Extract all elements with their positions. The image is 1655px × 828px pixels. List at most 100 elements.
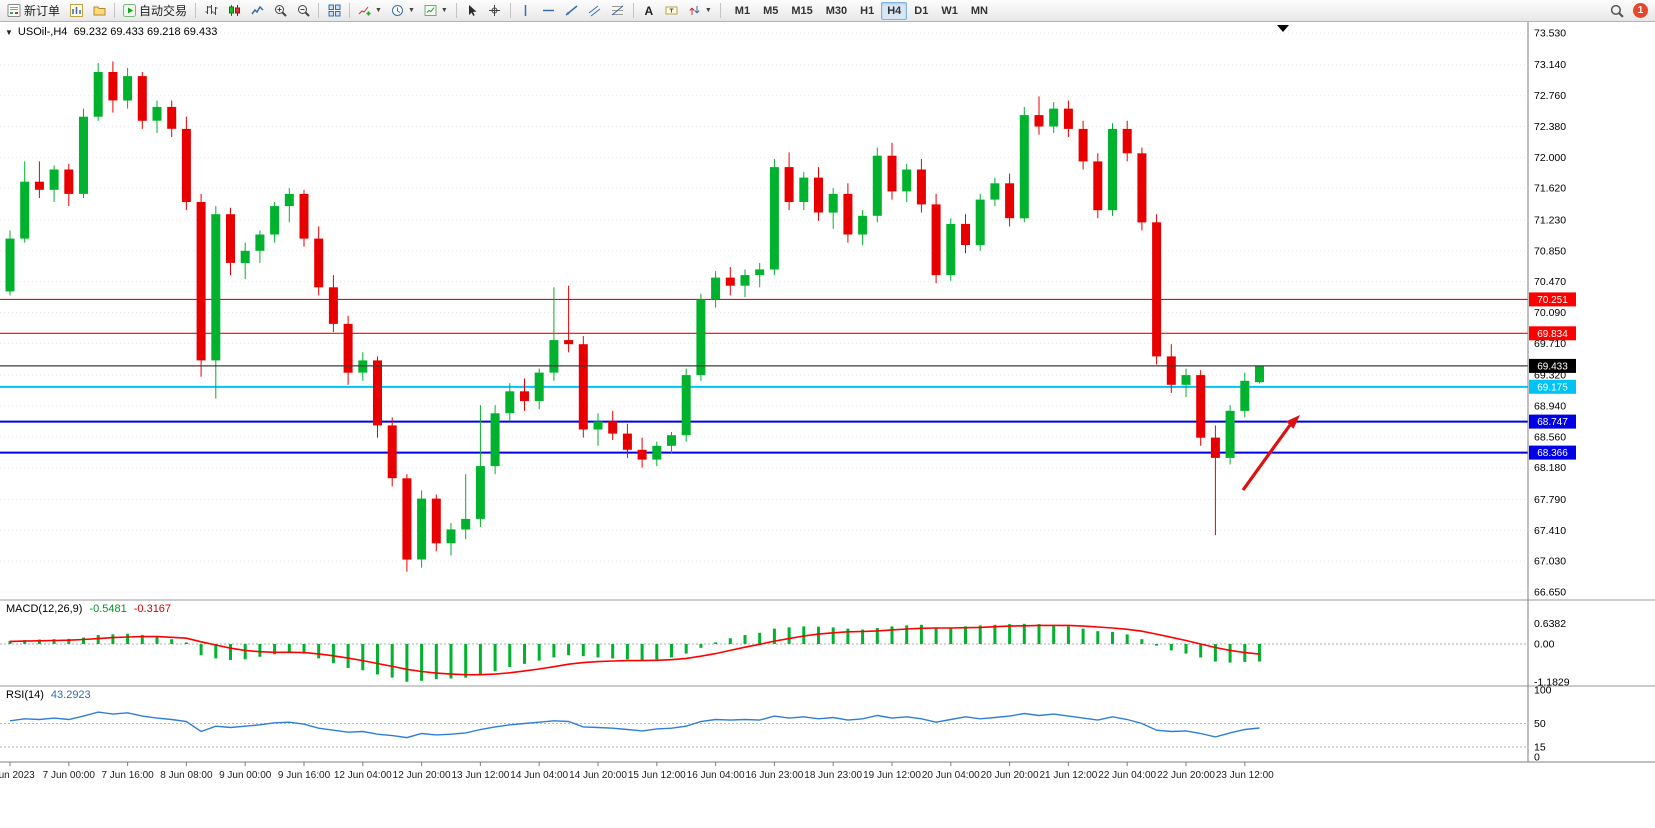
new-chart-icon [69,4,83,17]
new-order-label: 新订单 [24,4,61,18]
zoom-in-icon [274,5,287,17]
chart-window: 73.530 73.140 72.760 72.380 72.000 71.620 71.2… [0,22,1655,828]
vertical-line-button[interactable] [515,1,537,21]
svg-text:0.00: 0.00 [1534,639,1555,651]
cursor-button[interactable] [461,1,483,21]
text-tool-icon: A [644,3,654,18]
zoom-in-button[interactable] [269,1,291,21]
timeframe-button-H1[interactable]: H1 [860,4,875,17]
arrows-tool-button[interactable]: ▼ [684,1,716,21]
svg-text:6 Jun 2023: 6 Jun 2023 [0,770,35,781]
line-chart-button[interactable] [246,1,268,21]
one-click-trading-expander-icon[interactable]: ▼ [5,28,13,37]
symbol-period-label: USOil-,H4 [17,26,68,38]
trendline-button[interactable] [561,1,583,21]
text-label-button[interactable] [661,1,683,21]
timeframe-button-M15[interactable]: M15 [791,4,813,17]
svg-text:67.030: 67.030 [1534,556,1566,568]
macd-main-value: -0.5481 [89,603,127,615]
svg-text:21 Jun 12:00: 21 Jun 12:00 [1039,770,1097,781]
fibonacci-button[interactable] [607,1,629,21]
svg-text:72.380: 72.380 [1534,121,1566,133]
bar-chart-button[interactable] [200,1,222,21]
profiles-folder-icon [93,6,106,16]
channel-button[interactable] [584,1,606,21]
svg-text:0: 0 [1534,752,1540,764]
svg-text:22 Jun 04:00: 22 Jun 04:00 [1098,770,1156,781]
periods-button[interactable]: ▼ [387,1,419,21]
rsi-value: 43.2923 [50,689,91,701]
svg-text:50: 50 [1534,718,1546,730]
svg-text:12 Jun 20:00: 12 Jun 20:00 [393,770,451,781]
svg-text:23 Jun 12:00: 23 Jun 12:00 [1216,770,1274,781]
timeframe-button-M1[interactable]: M1 [734,4,751,17]
horizontal-line-icon [543,9,555,12]
new-order-button[interactable]: 新订单 [3,1,64,21]
svg-text:18 Jun 23:00: 18 Jun 23:00 [804,770,862,781]
vertical-line-icon [525,5,527,16]
svg-text:68.940: 68.940 [1534,400,1566,412]
tile-windows-icon [328,4,341,17]
fibonacci-icon [612,5,624,16]
svg-text:-1.1829: -1.1829 [1534,676,1570,688]
svg-text:16 Jun 04:00: 16 Jun 04:00 [687,770,745,781]
timeframe-button-M5[interactable]: M5 [763,4,779,17]
clock-icon [391,5,403,16]
svg-text:15 Jun 12:00: 15 Jun 12:00 [628,770,686,781]
chevron-down-icon: ▼ [440,7,448,14]
toolbar-separator [455,3,457,18]
chevron-down-icon: ▼ [407,7,415,14]
svg-text:70.850: 70.850 [1534,245,1566,257]
crosshair-icon [489,5,501,16]
trendline-icon [565,5,578,16]
zoom-out-button[interactable] [292,1,314,21]
autotrading-button[interactable]: 自动交易 [119,1,191,21]
svg-text:0.6382: 0.6382 [1534,618,1566,630]
search-button[interactable] [1606,1,1628,21]
crosshair-button[interactable] [484,1,506,21]
svg-text:12 Jun 04:00: 12 Jun 04:00 [334,770,392,781]
chart-canvas[interactable]: 73.530 73.140 72.760 72.380 72.000 71.620 71.2… [0,22,1655,828]
tile-windows-button[interactable] [323,1,345,21]
svg-text:71.620: 71.620 [1534,183,1566,195]
indicators-icon [358,6,371,16]
main-toolbar: 新订单 自动交易 ▼ ▼ ▼ [0,0,1655,22]
svg-text:66.650: 66.650 [1534,587,1566,599]
timeframe-button-MN[interactable]: MN [970,4,988,17]
svg-text:14 Jun 20:00: 14 Jun 20:00 [569,770,627,781]
svg-text:73.140: 73.140 [1534,59,1566,71]
text-label-icon [665,6,678,15]
timeframe-button-D1[interactable]: D1 [914,4,929,17]
autotrading-label: 自动交易 [139,4,188,18]
toolbar-separator [719,3,721,18]
svg-text:14 Jun 04:00: 14 Jun 04:00 [510,770,568,781]
channel-icon [589,5,601,17]
line-chart-icon [250,5,264,15]
svg-text:100: 100 [1534,685,1552,697]
svg-text:7 Jun 00:00: 7 Jun 00:00 [43,770,96,781]
templates-button[interactable]: ▼ [420,1,452,21]
timeframe-button-M30[interactable]: M30 [825,4,848,17]
new-chart-button[interactable] [65,1,87,21]
search-icon [1610,4,1624,18]
macd-name: MACD(12,26,9) [6,603,83,615]
svg-text:7 Jun 16:00: 7 Jun 16:00 [101,770,154,781]
svg-text:69.175: 69.175 [1537,382,1568,393]
timeframe-button-H4[interactable]: H4 [881,1,908,20]
profiles-button[interactable] [88,1,110,21]
svg-text:71.230: 71.230 [1534,214,1566,226]
text-tool-button[interactable]: A [638,1,660,21]
svg-text:69.710: 69.710 [1534,338,1566,350]
candlestick-icon [228,5,240,16]
toolbar-separator [318,3,320,18]
candlestick-chart-button[interactable] [223,1,245,21]
svg-text:69.834: 69.834 [1537,329,1568,340]
timeframe-button-W1[interactable]: W1 [941,4,958,17]
indicators-button[interactable]: ▼ [354,1,386,21]
arrows-icon [689,6,700,15]
notification-badge[interactable]: 1 [1633,3,1648,18]
chevron-down-icon: ▼ [375,7,382,14]
horizontal-line-button[interactable] [538,1,560,21]
toolbar-separator [114,3,116,18]
svg-text:16 Jun 23:00: 16 Jun 23:00 [745,770,803,781]
